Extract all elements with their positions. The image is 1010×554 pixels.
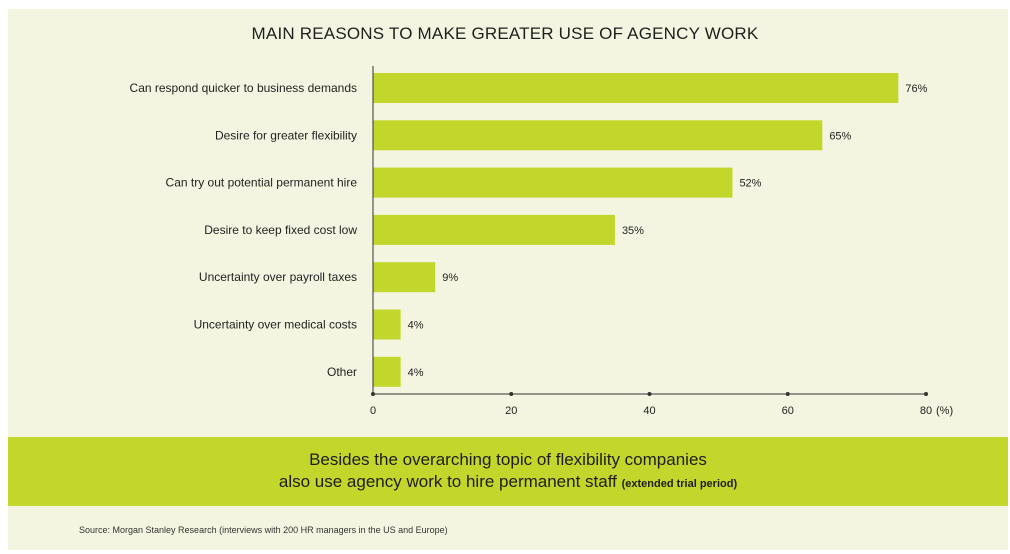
value-label-3: 35% xyxy=(622,225,644,237)
chart-title: MAIN REASONS TO MAKE GREATER USE OF AGEN… xyxy=(251,24,759,43)
category-label-2: Can try out potential permanent hire xyxy=(166,176,358,190)
category-label-1: Desire for greater flexibility xyxy=(215,128,357,142)
category-label-6: Other xyxy=(327,365,357,379)
bar-1 xyxy=(373,120,823,151)
banner-line-1: Besides the overarching topic of flexibi… xyxy=(309,449,707,469)
x-tick-0 xyxy=(371,392,375,396)
x-axis-unit: (%) xyxy=(936,405,953,417)
value-label-4: 9% xyxy=(442,272,458,284)
banner-line-2: also use agency work to hire permanent s… xyxy=(279,471,737,495)
bar-4 xyxy=(373,262,436,293)
value-label-6: 4% xyxy=(408,367,424,379)
axes-group: 0 20 40 60 80 (%) xyxy=(370,66,953,417)
x-tick-4 xyxy=(924,392,928,396)
x-tick-label-4: 80 xyxy=(920,405,932,417)
banner-line-2-note: (extended trial period) xyxy=(621,477,738,490)
x-tick-2 xyxy=(647,392,652,396)
x-tick-label-0: 0 xyxy=(370,405,376,417)
x-tick-label-1: 20 xyxy=(505,405,517,417)
category-label-3: Desire to keep fixed cost low xyxy=(204,223,357,237)
bar-6 xyxy=(373,356,401,387)
value-label-2: 52% xyxy=(739,178,761,190)
summary-banner: Besides the overarching topic of flexibi… xyxy=(8,437,1008,506)
category-label-4: Uncertainty over payroll taxes xyxy=(199,270,357,284)
category-label-5: Uncertainty over medical costs xyxy=(194,318,357,332)
bar-2 xyxy=(373,167,733,198)
bar-5 xyxy=(373,309,401,340)
value-label-5: 4% xyxy=(408,320,424,332)
bar-chart: Can respond quicker to business demands 7… xyxy=(130,66,953,417)
bars-group: Can respond quicker to business demands 7… xyxy=(130,73,928,387)
x-tick-3 xyxy=(785,392,790,396)
x-tick-label-3: 60 xyxy=(782,405,794,417)
bar-0 xyxy=(373,73,899,103)
x-tick-label-2: 40 xyxy=(643,405,655,417)
banner-line-2-text: also use agency work to hire permanent s… xyxy=(278,471,617,491)
value-label-0: 76% xyxy=(905,83,927,95)
bar-3 xyxy=(373,214,615,245)
category-label-0: Can respond quicker to business demands xyxy=(130,81,357,95)
value-label-1: 65% xyxy=(829,130,851,142)
x-tick-1 xyxy=(509,392,514,396)
source-note: Source: Morgan Stanley Research (intervi… xyxy=(79,525,448,535)
